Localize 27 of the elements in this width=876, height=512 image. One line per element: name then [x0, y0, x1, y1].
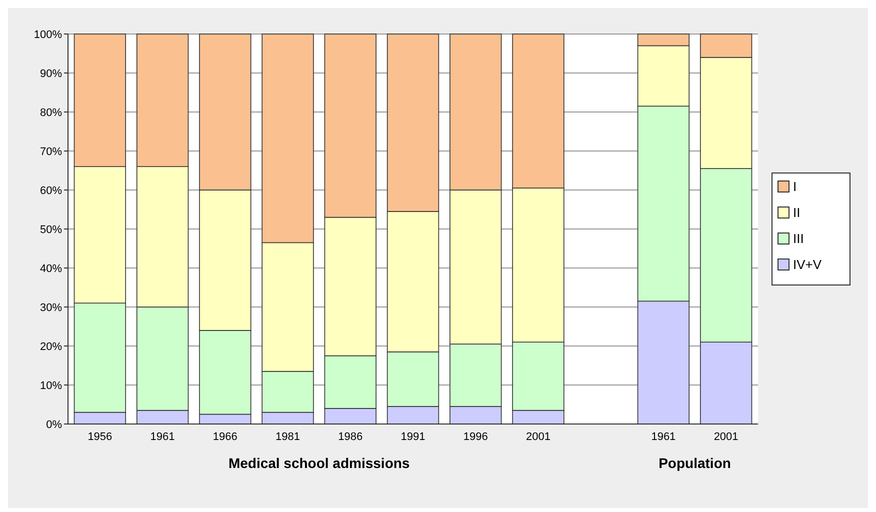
y-tick-label: 50%	[40, 224, 62, 236]
legend-label: I	[793, 179, 797, 194]
legend-label: II	[793, 205, 800, 220]
y-tick-label: 0%	[46, 418, 62, 431]
text: Population	[658, 455, 731, 471]
x-tick-label: 1966	[212, 431, 238, 443]
x-tick-label: 1961	[150, 431, 175, 443]
x-tick-label: 1981	[276, 431, 300, 443]
legend-label: III	[793, 231, 804, 246]
y-tick-label: 30%	[40, 302, 62, 314]
text: Medical school admissions	[228, 455, 410, 471]
y-tick-label: 100%	[34, 28, 62, 41]
x-tick-label: 1961	[651, 431, 676, 443]
y-tick-label: 90%	[40, 68, 62, 80]
x-tick-label: 1956	[88, 431, 112, 443]
legend-label: IV+V	[793, 257, 822, 272]
y-tick-label: 10%	[40, 380, 62, 392]
x-tick-label: 2001	[714, 431, 738, 443]
y-tick-label: 20%	[40, 340, 62, 353]
y-tick-label: 80%	[40, 106, 62, 119]
y-tick-label: 60%	[40, 184, 62, 197]
x-tick-label: 1996	[463, 431, 488, 443]
x-tick-label: 2001	[526, 431, 550, 443]
x-tick-label: 1986	[338, 431, 363, 443]
y-tick-label: 40%	[40, 262, 62, 275]
y-tick-label: 70%	[40, 146, 62, 158]
x-tick-label: 1991	[400, 431, 426, 443]
